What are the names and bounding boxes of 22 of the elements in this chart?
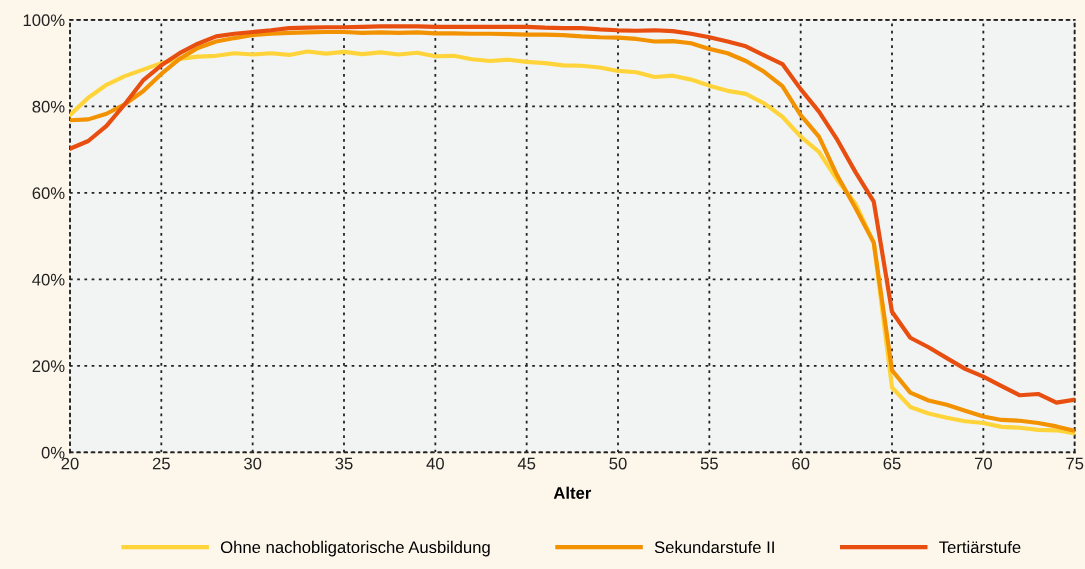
x-tick-label: 30 bbox=[244, 457, 262, 470]
y-tick-label: 20% bbox=[32, 360, 65, 373]
y-tick-label: 60% bbox=[32, 187, 65, 200]
x-tick-label: 25 bbox=[152, 457, 170, 470]
y-tick-label: 40% bbox=[32, 273, 65, 286]
y-tick-label: 0% bbox=[41, 446, 65, 459]
legend-label: Tertiärstufe bbox=[939, 540, 1021, 554]
x-tick-label: 50 bbox=[609, 457, 627, 470]
x-tick-label: 45 bbox=[517, 457, 536, 470]
x-tick-label: 20 bbox=[61, 457, 79, 470]
x-tick-label: 55 bbox=[700, 457, 718, 470]
legend-label: Ohne nachobligatorische Ausbildung bbox=[220, 540, 490, 557]
y-tick-label: 100% bbox=[23, 14, 65, 27]
x-tick-label: 70 bbox=[974, 457, 992, 470]
x-tick-label: 75 bbox=[1066, 457, 1084, 470]
x-tick-label: 35 bbox=[335, 457, 353, 470]
x-tick-label: 60 bbox=[792, 457, 810, 470]
x-tick-label: 40 bbox=[426, 457, 444, 470]
x-tick-label: 65 bbox=[883, 457, 901, 470]
legend-label: Sekundarstufe II bbox=[654, 540, 774, 554]
y-tick-label: 80% bbox=[32, 100, 65, 113]
x-axis-title: Alter bbox=[553, 486, 592, 499]
